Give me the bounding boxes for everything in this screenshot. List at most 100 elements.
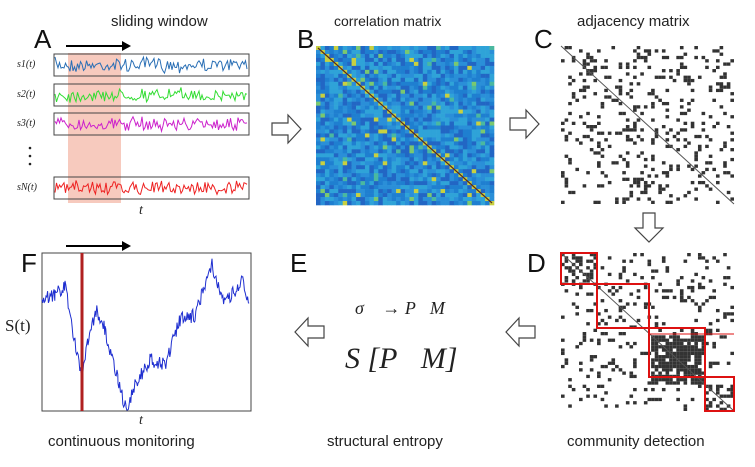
adjacency-cell <box>593 59 598 63</box>
adjacency-cell <box>723 141 727 145</box>
correlation-cell <box>387 169 392 174</box>
correlation-cell <box>369 141 375 146</box>
correlation-cell <box>338 69 343 75</box>
correlation-cell <box>458 57 464 63</box>
correlation-cell <box>378 169 384 174</box>
adjacency-cell <box>672 295 677 300</box>
correlation-cell <box>489 73 495 79</box>
correlation-cell <box>431 177 437 182</box>
correlation-cell <box>405 121 410 126</box>
correlation-cell <box>471 145 477 150</box>
adjacency-cell <box>701 351 706 356</box>
correlation-cell <box>391 93 397 98</box>
adjacency-cell <box>643 157 648 162</box>
correlation-cell <box>316 157 321 162</box>
adjacency-cell <box>676 381 680 385</box>
correlation-cell <box>391 85 397 91</box>
adjacency-cell <box>643 105 648 109</box>
adjacency-cell <box>661 295 666 300</box>
correlation-cell <box>324 141 330 146</box>
correlation-cell <box>391 193 397 198</box>
adjacency-cell <box>651 118 655 122</box>
correlation-cell <box>440 133 446 138</box>
correlation-cell <box>396 61 401 67</box>
adjacency-cell <box>690 368 695 372</box>
correlation-cell <box>382 133 388 138</box>
correlation-cell <box>360 125 366 130</box>
adjacency-cell <box>715 121 720 125</box>
adjacency-cell <box>600 184 605 188</box>
adjacency-cell <box>694 335 698 339</box>
correlation-cell <box>413 46 419 51</box>
correlation-cell <box>356 189 361 194</box>
correlation-cell <box>431 53 437 59</box>
adjacency-cell <box>622 305 626 309</box>
correlation-cell <box>329 93 335 98</box>
correlation-cell <box>320 197 326 202</box>
adjacency-cell <box>579 259 583 263</box>
correlation-cell <box>462 89 468 94</box>
correlation-cell <box>320 77 326 83</box>
correlation-cell <box>338 105 343 110</box>
adjacency-cell <box>665 378 670 382</box>
adjacency-cell <box>640 151 644 155</box>
correlation-cell <box>360 161 366 166</box>
correlation-cell <box>485 137 490 142</box>
adjacency-cell <box>719 401 724 405</box>
correlation-cell <box>373 73 379 79</box>
correlation-cell <box>338 89 343 94</box>
correlation-cell <box>400 61 406 67</box>
correlation-cell <box>356 93 361 98</box>
correlation-cell <box>387 85 392 91</box>
correlation-cell <box>440 97 446 102</box>
correlation-cell <box>409 185 415 190</box>
correlation-cell <box>471 189 477 194</box>
adjacency-cell <box>647 65 652 70</box>
correlation-cell <box>351 121 357 126</box>
correlation-cell <box>356 129 361 134</box>
adjacency-cell <box>694 55 698 60</box>
correlation-cell <box>440 73 446 79</box>
adjacency-cell <box>726 266 731 270</box>
correlation-cell <box>333 137 339 142</box>
correlation-cell <box>369 61 375 67</box>
correlation-cell <box>369 201 375 206</box>
correlation-cell <box>467 101 473 106</box>
adjacency-cell <box>697 285 702 290</box>
correlation-cell <box>382 169 388 174</box>
adjacency-cell <box>683 404 688 408</box>
adjacency-cell <box>654 128 659 132</box>
adjacency-cell <box>600 299 605 303</box>
correlation-cell <box>467 145 473 150</box>
correlation-cell <box>480 61 486 67</box>
adjacency-cell <box>658 358 662 362</box>
correlation-cell <box>316 153 321 158</box>
correlation-cell <box>476 169 481 174</box>
correlation-cell <box>467 169 473 174</box>
correlation-cell <box>342 129 348 134</box>
correlation-cell <box>449 137 455 142</box>
correlation-cell <box>356 85 361 91</box>
correlation-cell <box>480 141 486 146</box>
adjacency-cell <box>712 256 716 260</box>
correlation-cell <box>405 161 410 166</box>
correlation-cell <box>342 197 348 202</box>
adjacency-cell <box>654 397 659 402</box>
adjacency-cell <box>694 338 698 342</box>
adjacency-cell <box>730 387 734 392</box>
correlation-cell <box>409 49 415 55</box>
correlation-cell <box>378 149 384 154</box>
correlation-cell <box>382 149 388 154</box>
correlation-cell <box>453 81 459 87</box>
correlation-cell <box>431 169 437 174</box>
correlation-cell <box>338 153 343 158</box>
adjacency-cell <box>647 381 652 385</box>
correlation-cell <box>413 193 419 198</box>
correlation-cell <box>480 181 486 186</box>
correlation-cell <box>382 65 388 71</box>
correlation-cell <box>316 77 321 83</box>
adjacency-cell <box>625 177 630 181</box>
ellipsis-dots <box>28 146 32 166</box>
correlation-cell <box>320 141 326 146</box>
adjacency-cell <box>586 55 590 60</box>
